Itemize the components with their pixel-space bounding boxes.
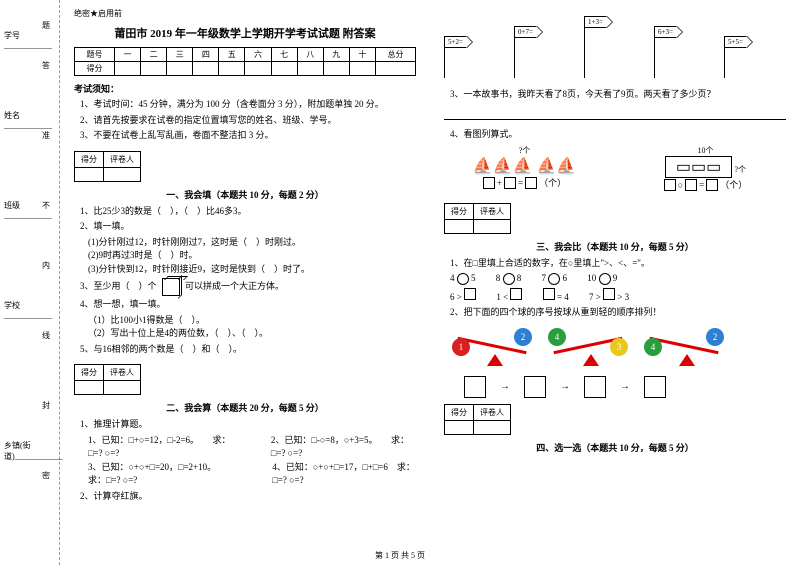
- binding-margin: 学号____________ 姓名____________ 班级________…: [0, 0, 60, 565]
- fill-q2c: (3)分针快到12，时针刚接近9，这时是快到（ ）时了。: [88, 263, 416, 277]
- grade-box-4: 得分评卷人: [444, 404, 511, 435]
- notice-heading: 考试须知：: [74, 82, 416, 95]
- right-column: 5+2= 0+7= 1+3= 6+3= 5+5= 3、一本故事书，我昨天看了8页…: [430, 0, 800, 565]
- calc-q1-3: 3、已知：○+○+□=20，□=2+10。 求：□=? ○=?: [88, 461, 238, 488]
- fill-q2: 2、填一填。: [80, 220, 416, 234]
- calc-q1: 1、推理计算题。: [80, 418, 416, 432]
- compare-row1: 4 5 8 8 7 6 10 9: [450, 272, 786, 286]
- label-banji: 班级____________: [4, 200, 59, 220]
- notice-1: 1、考试时间：45 分钟，满分为 100 分（含卷面分 3 分），附加题单独 2…: [80, 98, 416, 112]
- calc-q2: 2、计算夺红旗。: [80, 490, 416, 504]
- section-4-title: 四、选一选（本题共 10 分，每题 5 分）: [444, 441, 786, 454]
- fill-q4a: （1）比100小1得数是（ ）。: [88, 314, 416, 328]
- seal-nei: 内: [42, 260, 50, 271]
- compare-q2: 2、把下面的四个球的序号按球从重到轻的顺序排列！: [450, 306, 786, 320]
- flag-3: 1+3=: [584, 16, 607, 28]
- section-1-title: 一、我会填（本题共 10 分，每题 2 分）: [74, 188, 416, 201]
- right-q4: 4、看图列算式。: [450, 128, 786, 142]
- fill-q2a: (1)分针刚过12，时针刚刚过7，这时是（ ）时刚过。: [88, 236, 416, 250]
- right-q3: 3、一本故事书，我昨天看了8页，今天看了9页。两天看了多少页？: [450, 88, 786, 102]
- ball-4a: 4: [548, 328, 566, 346]
- seesaw-3: 4 2: [644, 326, 724, 366]
- secret-label: 绝密★启用前: [74, 8, 416, 19]
- seal-bu: 不: [42, 200, 50, 211]
- seal-ti: 题: [42, 20, 50, 31]
- score-value-row: 得分: [75, 62, 416, 76]
- flag-2: 0+7=: [514, 26, 537, 38]
- eq-boxes-b: ○ = （个）: [664, 178, 748, 191]
- fill-q2b: (2)9时再过3时是（ ）时。: [88, 249, 416, 263]
- seesaw-2: 4 3: [548, 326, 628, 366]
- notice-3: 3、不要在试卷上乱写乱画，卷面不整洁扣 3 分。: [80, 129, 416, 143]
- fill-q1: 1、比25少3的数是（ ），（ ）比46多3。: [80, 205, 416, 219]
- fill-q4b: （2）写出十位上是4的两位数，（ ）、（ ）。: [88, 327, 416, 341]
- fill-q3: 3、至少用（ ）个 可以拼成一个大正方体。: [80, 278, 416, 296]
- grade-box-3: 得分评卷人: [444, 203, 511, 234]
- flag-4: 6+3=: [654, 26, 677, 38]
- seal-xian: 线: [42, 330, 50, 341]
- seal-zhun: 准: [42, 130, 50, 141]
- exam-page: 学号____________ 姓名____________ 班级________…: [0, 0, 800, 565]
- exam-title: 莆田市 2019 年一年级数学上学期开学考试试题 附答案: [74, 25, 416, 41]
- grade-box-2: 得分评卷人: [74, 364, 141, 395]
- score-header-row: 题号 一 二 三 四 五 六 七 八 九 十 总分: [75, 48, 416, 62]
- ball-4b: 4: [644, 338, 662, 356]
- answer-line: [444, 106, 786, 120]
- page-footer: 第 1 页 共 5 页: [0, 550, 800, 561]
- flags-diagram: 5+2= 0+7= 1+3= 6+3= 5+5=: [444, 8, 786, 78]
- seesaw-group: 1 2 4 3 4 2: [444, 322, 786, 370]
- fill-q4: 4、想一想，填一填。: [80, 298, 416, 312]
- label-xiangzhen: 乡镇(街道)____________: [4, 440, 63, 462]
- calc-q1-2: 2、已知：□-○=8，○+3=5。 求：□=? ○=?: [271, 434, 416, 461]
- seal-mi: 密: [42, 470, 50, 481]
- grade-box-1: 得分评卷人: [74, 151, 141, 182]
- cube-icon: [162, 278, 180, 296]
- calc-q1-1: 1、已知：□+○=12，□-2=6。 求：□=? ○=?: [88, 434, 237, 461]
- compare-row2: 6 > 1 < = 4 7 > > 3: [450, 288, 786, 305]
- eq-boxes-a: + = （个）: [483, 176, 566, 189]
- label-xuehao: 学号____________: [4, 30, 59, 50]
- flag-1: 5+2=: [444, 36, 467, 48]
- seesaw-1: 1 2: [452, 326, 532, 366]
- picture-equations: ?个 ⛵⛵⛵ ⛵⛵ + = （个） 10个 ▭▭▭ ?个 ○ = （个）: [444, 145, 786, 193]
- ball-2a: 2: [514, 328, 532, 346]
- section-3-title: 三、我会比（本题共 10 分，每题 5 分）: [444, 240, 786, 253]
- label-xingming: 姓名____________: [4, 110, 59, 130]
- ball-2b: 2: [706, 328, 724, 346]
- order-boxes: → → →: [464, 376, 786, 398]
- bracket-a: ?个: [444, 145, 605, 156]
- ball-1: 1: [452, 338, 470, 356]
- seal-da: 答: [42, 60, 50, 71]
- compare-q1: 1、在□里填上合适的数字，在○里填上">、<、="。: [450, 257, 786, 271]
- section-2-title: 二、我会算（本题共 20 分，每题 5 分）: [74, 401, 416, 414]
- fill-q5: 5、与16相邻的两个数是（ ）和（ ）。: [80, 343, 416, 357]
- flag-5: 5+5=: [724, 36, 747, 48]
- seal-feng: 封: [42, 400, 50, 411]
- left-column: 绝密★启用前 莆田市 2019 年一年级数学上学期开学考试试题 附答案 题号 一…: [60, 0, 430, 565]
- ball-3: 3: [610, 338, 628, 356]
- label-xuexiao: 学校____________: [4, 300, 59, 320]
- notice-2: 2、请首先按要求在试卷的指定位置填写您的姓名、班级、学号。: [80, 114, 416, 128]
- score-table: 题号 一 二 三 四 五 六 七 八 九 十 总分 得分: [74, 47, 416, 76]
- calc-q1-4: 4、已知：○+○+□=17，□+□=6 求：□=? ○=?: [272, 461, 416, 488]
